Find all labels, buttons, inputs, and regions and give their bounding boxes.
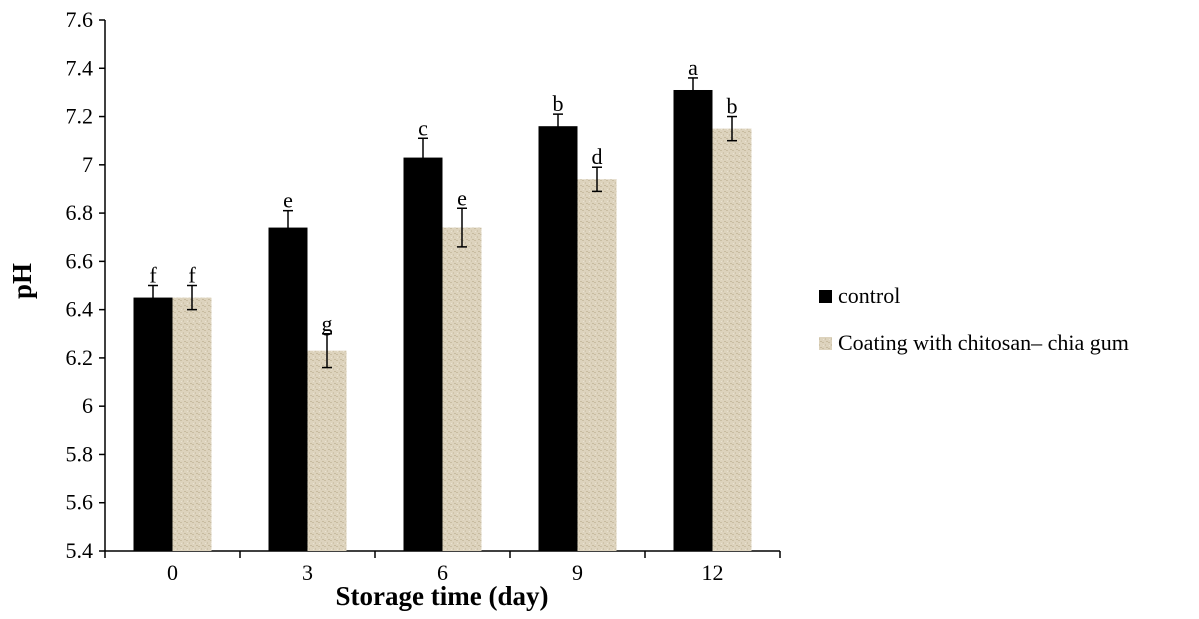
plot-area: 5.45.65.866.26.46.66.877.27.47.6 0 3 6 9 12 … [66,7,781,585]
bar-coating [577,179,617,552]
x-axis-ticks: 0 3 6 9 12 [104,551,781,585]
y-axis-title: pH [7,263,37,299]
x-tick-label: 3 [302,560,313,585]
significance-letter: b [727,94,738,119]
y-tick-label: 7.4 [66,55,94,80]
significance-letter: a [688,55,698,80]
y-tick-label: 7.6 [66,7,94,32]
significance-letter: e [457,185,467,210]
y-tick-label: 5.4 [66,538,94,563]
y-tick-label: 7 [82,152,93,177]
y-tick-label: 5.8 [66,441,94,466]
bar-coating [172,297,212,551]
bar-control [268,227,308,551]
x-tick-label: 0 [167,560,178,585]
bar-coating [712,128,752,551]
bar-coating [442,227,482,551]
significance-letter: b [553,91,564,116]
y-axis-ticks: 5.4 5.6 5.8 6 6.2 6.4 6.6 6.8 7 7.2 7.4 7.6 [66,7,105,563]
legend-swatch-coating [819,337,832,350]
legend-swatch-control [819,290,832,303]
significance-letter: g [322,311,333,336]
y-tick-label: 6.4 [66,297,94,322]
bar-control [133,297,173,551]
bar-control [538,126,578,551]
significance-letter: e [283,188,293,213]
bar-control [673,89,713,551]
y-tick-label: 7.2 [66,104,94,129]
bar-coating [307,350,347,551]
significance-letter: f [149,263,157,288]
x-tick-label: 6 [437,560,448,585]
significance-letter: d [592,144,603,169]
significance-letter: f [188,263,196,288]
significance-letter: c [418,115,428,140]
x-tick-label: 12 [702,560,724,585]
legend: control Coating with chitosan– chia gum [819,283,1129,355]
y-tick-label: 6 [82,393,93,418]
x-axis-title: Storage time (day) [336,581,549,611]
y-tick-label: 6.6 [66,248,94,273]
x-tick-label: 9 [572,560,583,585]
y-tick-label: 5.6 [66,490,94,515]
y-tick-label: 6.2 [66,345,94,370]
legend-label-control: control [838,283,900,308]
bars: f e c b a f g e d b [133,55,752,552]
legend-label-coating: Coating with chitosan– chia gum [838,330,1129,355]
bar-control [403,157,443,551]
y-tick-label: 6.8 [66,200,94,225]
